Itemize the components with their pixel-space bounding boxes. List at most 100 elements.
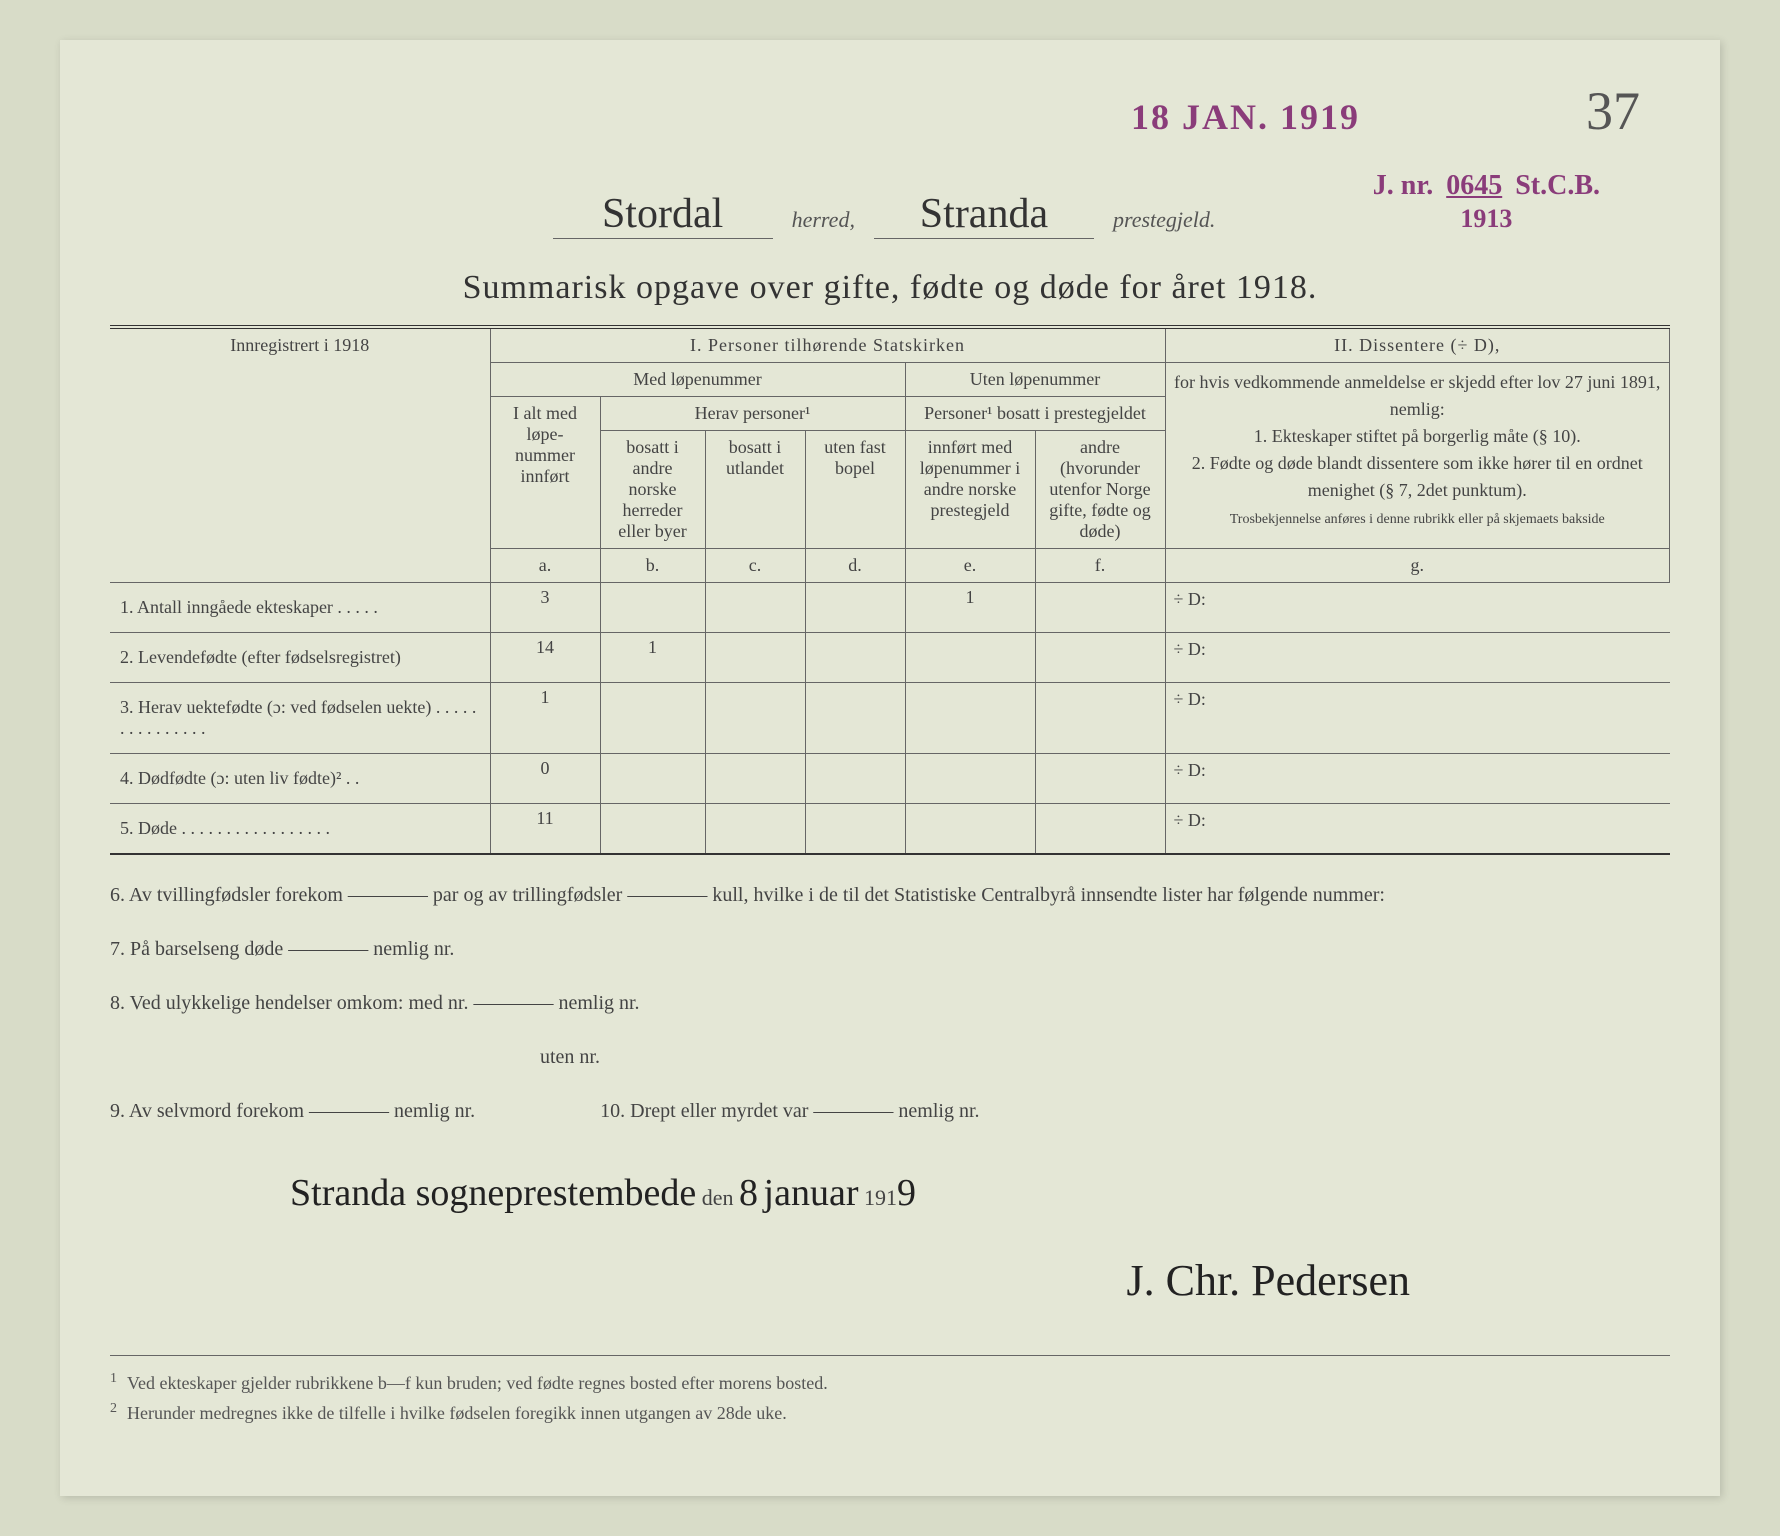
cell-f (1035, 804, 1165, 855)
dissenter-note: Trosbekjennelse anføres i denne rubrikk … (1230, 512, 1605, 527)
col-e-label: innført med løpenummer i andre norske pr… (905, 431, 1035, 549)
table-row: 5. Døde . . . . . . . . . . . . . . . . … (110, 804, 1670, 855)
herred-label: herred, (792, 207, 855, 232)
cell-a: 14 (490, 633, 600, 683)
cell-c (705, 633, 805, 683)
section2-title: II. Dissentere (÷ D), (1165, 327, 1670, 363)
note-8a: 8. Ved ulykkelige hendelser omkom: med n… (110, 983, 1670, 1023)
col-b-letter: b. (600, 549, 705, 583)
herred-value: Stordal (553, 190, 773, 239)
cell-f (1035, 683, 1165, 754)
col-d-label: uten fast bopel (805, 431, 905, 549)
signature-name: J. Chr. Pedersen (110, 1237, 1410, 1325)
cell-b (600, 683, 705, 754)
col-a-label: I alt med løpe-nummer innført (490, 397, 600, 549)
cell-a: 0 (490, 754, 600, 804)
col-g-letter: g. (1165, 549, 1670, 583)
cell-g: ÷ D: (1165, 633, 1670, 683)
cell-g: ÷ D: (1165, 754, 1670, 804)
j-nr-suffix: St.C.B. (1515, 170, 1600, 201)
prestegjeld-value: Stranda (874, 190, 1094, 239)
j-nr-label: J. nr. (1373, 170, 1433, 201)
cell-c (705, 754, 805, 804)
j-nr-year: 1913 (1373, 204, 1600, 234)
col-f-letter: f. (1035, 549, 1165, 583)
dissenter-text: for hvis vedkommende anmeldelse er skjed… (1165, 363, 1670, 549)
signature-day: 8 (739, 1172, 758, 1214)
col-c-letter: c. (705, 549, 805, 583)
cell-g: ÷ D: (1165, 683, 1670, 754)
note-8b: uten nr. (540, 1037, 1670, 1077)
uten-lopenummer: Uten løpenummer (905, 363, 1165, 397)
signature-year-prefix: 191 (864, 1185, 897, 1210)
cell-a: 3 (490, 583, 600, 633)
row-label: 4. Dødfødte (ɔ: uten liv fødte)² . . (110, 754, 490, 804)
document-paper: 37 18 JAN. 1919 J. nr. 0645 St.C.B. 1913… (60, 40, 1720, 1496)
page-number: 37 (1586, 80, 1640, 142)
notes-section: 6. Av tvillingfødsler forekom ———— par o… (110, 875, 1670, 1325)
note-7: 7. På barselseng døde ———— nemlig nr. (110, 929, 1670, 969)
col-e-letter: e. (905, 549, 1035, 583)
row-label: 5. Døde . . . . . . . . . . . . . . . . … (110, 804, 490, 855)
signature-line: Stranda sogneprestembede den 8 januar 19… (110, 1155, 1670, 1231)
table-row: 4. Dødfødte (ɔ: uten liv fødte)² . . 0 ÷… (110, 754, 1670, 804)
cell-d (805, 683, 905, 754)
dissenter-item2: 2. Fødte og døde blandt dissentere som i… (1192, 453, 1643, 500)
cell-e (905, 754, 1035, 804)
main-table: Innregistrert i 1918 I. Personer tilhøre… (110, 325, 1670, 855)
signature-den: den (702, 1185, 734, 1210)
cell-b: 1 (600, 633, 705, 683)
prestegjeld-label: prestegjeld. (1113, 207, 1215, 232)
table-row: 1. Antall inngåede ekteskaper . . . . . … (110, 583, 1670, 633)
footnotes: 1Ved ekteskaper gjelder rubrikkene b—f k… (110, 1355, 1670, 1428)
col-b-label: bosatt i andre norske herreder eller bye… (600, 431, 705, 549)
document-title: Summarisk opgave over gifte, fødte og dø… (110, 269, 1670, 307)
date-stamp: 18 JAN. 1919 (1131, 96, 1360, 138)
note-10: 10. Drept eller myrdet var ———— nemlig n… (600, 1100, 979, 1122)
cell-c (705, 683, 805, 754)
dissenter-intro: for hvis vedkommende anmeldelse er skjed… (1174, 372, 1660, 419)
herav-personer: Herav personer¹ (600, 397, 905, 431)
signature-place: Stranda sogneprestembede (290, 1172, 696, 1214)
signature-month: januar (764, 1172, 859, 1214)
cell-e (905, 683, 1035, 754)
row-label: 2. Levendefødte (efter fødselsregistret) (110, 633, 490, 683)
col-c-label: bosatt i utlandet (705, 431, 805, 549)
cell-d (805, 633, 905, 683)
j-nr-value: 0645 (1446, 170, 1502, 201)
med-lopenummer: Med løpenummer (490, 363, 905, 397)
cell-a: 11 (490, 804, 600, 855)
section1-title: I. Personer tilhørende Statskirken (490, 327, 1165, 363)
cell-g: ÷ D: (1165, 583, 1670, 633)
cell-b (600, 583, 705, 633)
cell-e (905, 804, 1035, 855)
table-row: 2. Levendefødte (efter fødselsregistret)… (110, 633, 1670, 683)
cell-f (1035, 633, 1165, 683)
col-a-letter: a. (490, 549, 600, 583)
footnote-2: 2Herunder medregnes ikke de tilfelle i h… (110, 1398, 1670, 1428)
row-label: 3. Herav uektefødte (ɔ: ved fødselen uek… (110, 683, 490, 754)
cell-e (905, 633, 1035, 683)
cell-d (805, 754, 905, 804)
cell-e: 1 (905, 583, 1035, 633)
cell-d (805, 804, 905, 855)
note-6: 6. Av tvillingfødsler forekom ———— par o… (110, 875, 1670, 915)
cell-d (805, 583, 905, 633)
note-9-10: 9. Av selvmord forekom ———— nemlig nr. 1… (110, 1091, 1670, 1131)
table-row: 3. Herav uektefødte (ɔ: ved fødselen uek… (110, 683, 1670, 754)
dissenter-item1: 1. Ekteskaper stiftet på borgerlig måte … (1254, 426, 1581, 446)
cell-f (1035, 754, 1165, 804)
note-9: 9. Av selvmord forekom ———— nemlig nr. (110, 1100, 475, 1122)
row-label: 1. Antall inngåede ekteskaper . . . . . (110, 583, 490, 633)
footnote-1: 1Ved ekteskaper gjelder rubrikkene b—f k… (110, 1368, 1670, 1398)
cell-a: 1 (490, 683, 600, 754)
signature-year-suffix: 9 (897, 1172, 916, 1214)
col-d-letter: d. (805, 549, 905, 583)
col-f-label: andre (hvorunder utenfor Norge gifte, fø… (1035, 431, 1165, 549)
cell-g: ÷ D: (1165, 804, 1670, 855)
left-header: Innregistrert i 1918 (110, 327, 490, 583)
cell-b (600, 754, 705, 804)
personer-bosatt: Personer¹ bosatt i prestegjeldet (905, 397, 1165, 431)
cell-c (705, 583, 805, 633)
journal-number-stamp: J. nr. 0645 St.C.B. 1913 (1373, 170, 1600, 234)
